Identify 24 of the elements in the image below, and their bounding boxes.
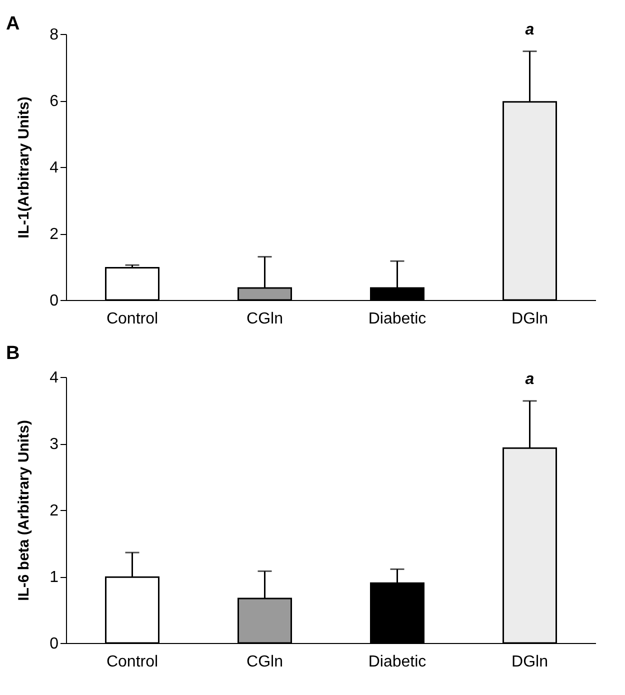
- y-tick-label: 0: [50, 292, 59, 310]
- y-tick-label: 6: [50, 93, 59, 110]
- y-tick-label: 3: [50, 436, 59, 453]
- x-tick-label: Diabetic: [368, 310, 426, 328]
- chart-title: B: [6, 343, 20, 364]
- y-tick-label: 4: [50, 160, 59, 176]
- y-axis-title: IL-1(Arbitrary Units): [16, 96, 33, 238]
- y-tick-label: 2: [50, 502, 59, 520]
- x-tick-label: CGln: [246, 654, 283, 670]
- y-tick-label: 0: [50, 636, 59, 652]
- y-axis-title: IL-6 beta (Arbitrary Units): [16, 420, 33, 601]
- y-tick-label: 8: [50, 26, 59, 44]
- x-tick-label: DGln: [512, 310, 548, 328]
- x-tick-label: DGln: [512, 654, 548, 670]
- x-tick-label: CGln: [246, 310, 283, 328]
- x-tick-label: Control: [106, 654, 158, 670]
- y-tick-label: 1: [50, 569, 59, 586]
- chart-title: A: [6, 13, 20, 34]
- annotation: a: [525, 21, 534, 38]
- y-tick-label: 4: [50, 370, 59, 386]
- y-tick-label: 2: [50, 226, 59, 243]
- x-tick-label: Control: [106, 310, 158, 328]
- annotation: a: [525, 370, 534, 388]
- x-tick-label: Diabetic: [368, 654, 426, 670]
